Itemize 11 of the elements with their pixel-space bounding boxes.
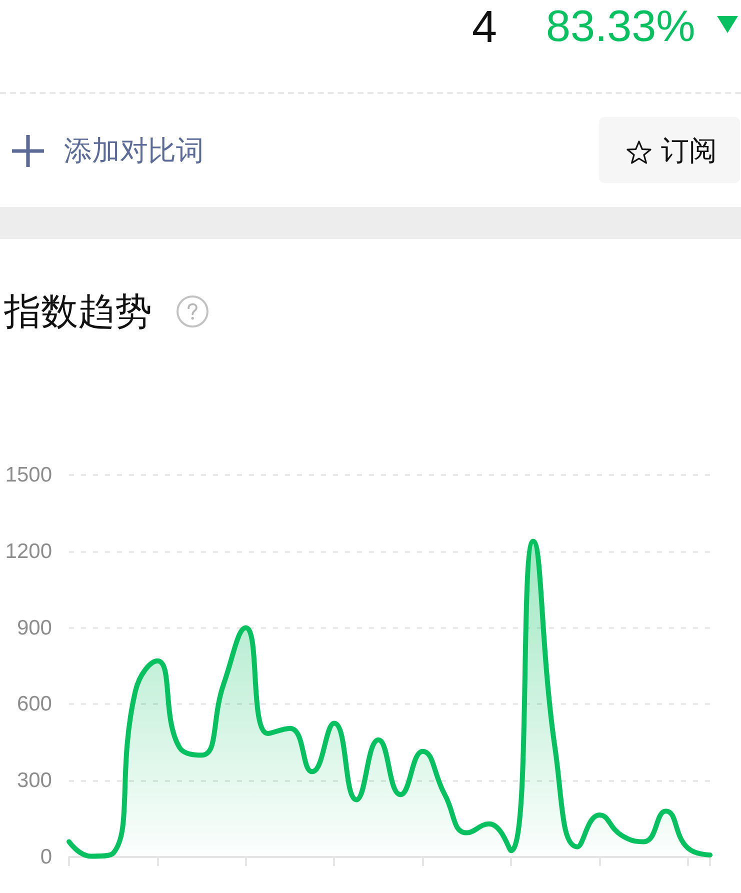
y-tick-label: 1500: [5, 464, 52, 486]
text: 添加对比词: [64, 134, 204, 168]
y-tick-label: 300: [16, 769, 52, 792]
text: 83.33%: [546, 2, 696, 51]
y-tick-label: 600: [16, 692, 52, 716]
y-tick-label: 900: [16, 616, 52, 640]
text: 订阅: [661, 134, 717, 168]
y-tick-label: 0: [40, 846, 52, 868]
text: 4: [472, 1, 498, 52]
y-tick-label: 1200: [5, 540, 52, 563]
chart-title: 指数趋势: [4, 290, 152, 334]
